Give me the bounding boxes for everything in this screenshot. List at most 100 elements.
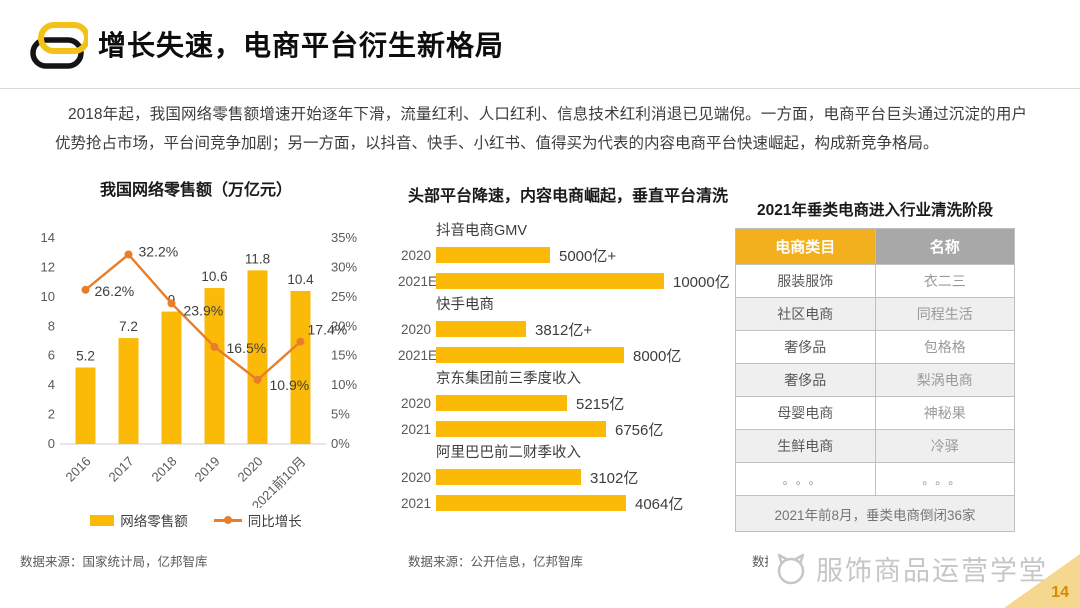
name-cell: 同程生活: [874, 297, 1015, 331]
bar-value-label: 10.4: [287, 272, 314, 287]
header-divider: [0, 88, 1080, 89]
column-header-category: 电商类目: [735, 228, 876, 265]
table-row-ellipsis: 。。。 。。。: [735, 462, 1015, 496]
category-cell: 奢侈品: [735, 330, 876, 364]
bar-value-label: 5.2: [76, 348, 95, 363]
bar-value-label: 10.6: [201, 269, 227, 284]
year-label: 2020: [400, 395, 431, 411]
growth-value-label: 32.2%: [139, 243, 179, 259]
year-label: 2020: [400, 469, 431, 485]
vertical-ecommerce-table: 电商类目 名称 服装服饰 衣二三 社区电商 同程生活 奢侈品 包格格: [735, 228, 1015, 532]
bar-row: 2020 5000亿+: [398, 242, 738, 268]
bar: [436, 495, 626, 511]
bar-row: 2020 5215亿: [398, 390, 738, 416]
value-label: 10000亿: [673, 273, 730, 291]
right-axis-tick: 5%: [331, 407, 350, 422]
growth-value-label: 26.2%: [95, 283, 135, 299]
page-number: 14: [1051, 584, 1069, 601]
right-axis-tick: 0%: [331, 436, 350, 451]
group-label: 快手电商: [436, 297, 494, 313]
retail-bar: [204, 288, 225, 444]
source-middle: 数据来源：公开信息，亿邦智库: [408, 555, 584, 569]
growth-point: [210, 342, 219, 351]
bar-row: 2021 6756亿: [398, 416, 738, 442]
left-axis-tick: 2: [48, 407, 55, 422]
table-row: 社区电商 同程生活: [735, 297, 1015, 331]
right-axis-tick: 30%: [331, 259, 357, 274]
right-axis-tick: 35%: [331, 230, 357, 245]
bar-row: 2020 3812亿+: [398, 316, 738, 342]
name-cell: 神秘果: [874, 396, 1015, 430]
table-row: 奢侈品 包格格: [735, 330, 1015, 364]
bar-row: 2020 3102亿: [398, 464, 738, 490]
intro-paragraph: 2018年起，我国网络零售额增速开始逐年下滑，流量红利、人口红利、信息技术红利消…: [55, 106, 1027, 152]
left-axis-tick: 8: [48, 318, 55, 333]
left-axis-tick: 0: [48, 436, 55, 451]
legend-item-line: 同比增长: [213, 510, 302, 530]
value-label: 5000亿+: [559, 247, 617, 265]
name-cell: 梨涡电商: [874, 363, 1015, 397]
ellipsis-cell: 。。。: [735, 462, 876, 496]
table-row: 母婴电商 神秘果: [735, 396, 1015, 430]
legend-bar-label: 网络零售额: [120, 514, 188, 529]
table-footer-note: 2021年前8月，垂类电商倒闭36家: [735, 495, 1015, 532]
growth-line: [84, 252, 302, 382]
right-axis-tick: 15%: [331, 348, 357, 363]
page-title: 增长失速，电商平台衍生新格局: [98, 30, 505, 61]
year-label: 2021: [400, 495, 431, 511]
chain-links-logo-icon: [30, 22, 88, 69]
value-label: 5215亿: [576, 395, 625, 413]
table-title: 2021年垂类电商进入行业清洗阶段: [757, 202, 993, 219]
bar: [436, 247, 550, 263]
retail-chart-legend: 网络零售额 同比增长: [18, 510, 374, 530]
bar-group-kuaishou: 快手电商 2020 3812亿+ 2021E 8000亿: [398, 294, 738, 368]
bar-row: 2021E 8000亿: [398, 342, 738, 368]
year-label: 2020: [400, 321, 431, 337]
bar-group-jd: 京东集团前三季度收入 2020 5215亿 2021 6756亿: [398, 368, 738, 442]
table-row: 奢侈品 梨涡电商: [735, 363, 1015, 397]
right-axis-tick: 20%: [331, 318, 357, 333]
category-cell: 奢侈品: [735, 363, 876, 397]
name-cell: 包格格: [874, 330, 1015, 364]
x-axis-label: 2017: [106, 454, 137, 485]
growth-point: [167, 299, 176, 308]
bar: [436, 321, 526, 337]
growth-point: [124, 250, 133, 259]
bar-group-alibaba: 阿里巴巴前二财季收入 2020 3102亿 2021 4064亿: [398, 442, 738, 516]
x-axis-label: 2018: [149, 454, 180, 485]
corner-triangle: [1004, 554, 1080, 608]
value-label: 4064亿: [635, 495, 684, 513]
left-axis-tick: 12: [41, 259, 55, 274]
x-axis-label: 2016: [63, 454, 94, 485]
bar-value-label: 7.2: [119, 319, 138, 334]
legend-line-label: 同比增长: [247, 514, 302, 529]
category-cell: 社区电商: [735, 297, 876, 331]
name-cell: 冷驿: [874, 429, 1015, 463]
growth-value-label: 10.9%: [270, 377, 310, 393]
year-label: 2020: [400, 247, 431, 263]
retail-bar: [247, 270, 268, 444]
growth-value-label: 23.9%: [184, 302, 224, 318]
left-axis-tick: 4: [48, 377, 55, 392]
growth-point: [81, 285, 90, 294]
right-axis-tick: 25%: [331, 289, 357, 304]
group-label: 京东集团前三季度收入: [436, 371, 581, 387]
line-swatch-icon: [213, 515, 242, 524]
left-axis-tick: 14: [41, 230, 55, 245]
year-label: 2021E: [398, 273, 438, 289]
header: 增长失速，电商平台衍生新格局: [0, 0, 1080, 88]
platform-chart-block: 头部平台降速，内容电商崛起，垂直平台清洗 抖音电商GMV 2020 5000亿+…: [398, 182, 738, 516]
retail-bar: [161, 311, 182, 444]
legend-item-bar: 网络零售额: [90, 510, 188, 530]
bar: [436, 347, 624, 363]
column-header-name: 名称: [874, 228, 1015, 265]
cat-face-logo-icon: [777, 553, 805, 584]
value-label: 3812亿+: [535, 321, 593, 339]
growth-value-label: 16.5%: [227, 340, 267, 356]
bar: [436, 395, 567, 411]
bar-value-label: 11.8: [245, 251, 270, 266]
vertical-ecommerce-block: 2021年垂类电商进入行业清洗阶段 电商类目 名称 服装服饰 衣二三 社区电商 …: [735, 198, 1015, 532]
category-cell: 服装服饰: [735, 264, 876, 298]
source-left: 数据来源：国家统计局，亿邦智库: [20, 555, 208, 569]
